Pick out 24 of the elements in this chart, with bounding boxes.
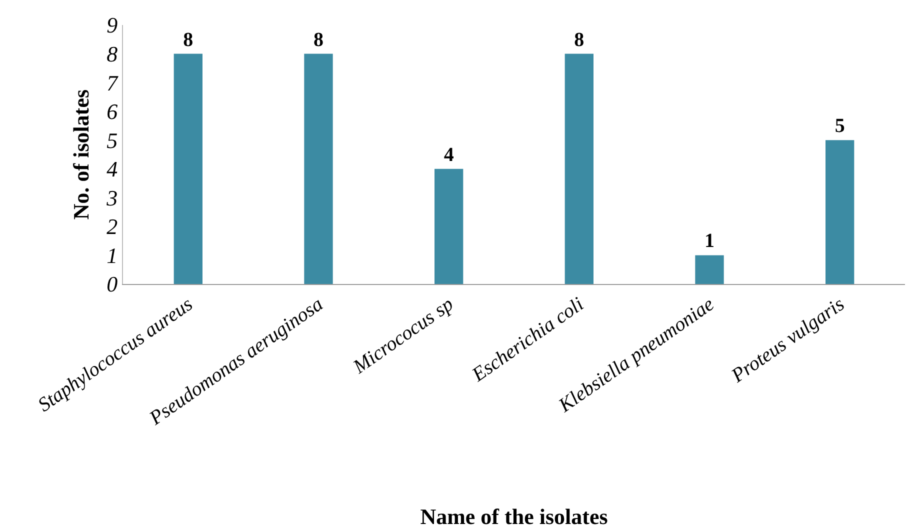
bar bbox=[564, 54, 594, 284]
bar bbox=[826, 140, 854, 284]
y-tick-label: 7 bbox=[106, 70, 119, 96]
y-tick-label: 1 bbox=[106, 242, 118, 268]
data-label: 8 bbox=[314, 28, 324, 51]
bar bbox=[174, 54, 202, 284]
y-tick-label: 0 bbox=[106, 272, 118, 297]
y-tick-label: 9 bbox=[106, 12, 118, 38]
data-label: 4 bbox=[444, 144, 454, 166]
data-label: 8 bbox=[183, 28, 194, 51]
bar bbox=[434, 168, 464, 284]
bar bbox=[695, 255, 724, 284]
x-axis-title: Name of the isolates bbox=[420, 504, 608, 529]
y-tick-label: 5 bbox=[106, 128, 118, 153]
data-label: 5 bbox=[834, 115, 845, 138]
y-tick-label: 2 bbox=[106, 214, 118, 240]
y-tick-label: 8 bbox=[106, 41, 118, 66]
data-label: 8 bbox=[574, 28, 584, 51]
y-tick-label: 4 bbox=[106, 156, 118, 182]
y-tick-label: 3 bbox=[106, 185, 118, 210]
y-axis-title: No. of isolates bbox=[68, 88, 94, 220]
bar bbox=[304, 54, 333, 284]
data-label: 1 bbox=[704, 230, 714, 252]
y-tick-label: 6 bbox=[106, 99, 118, 124]
